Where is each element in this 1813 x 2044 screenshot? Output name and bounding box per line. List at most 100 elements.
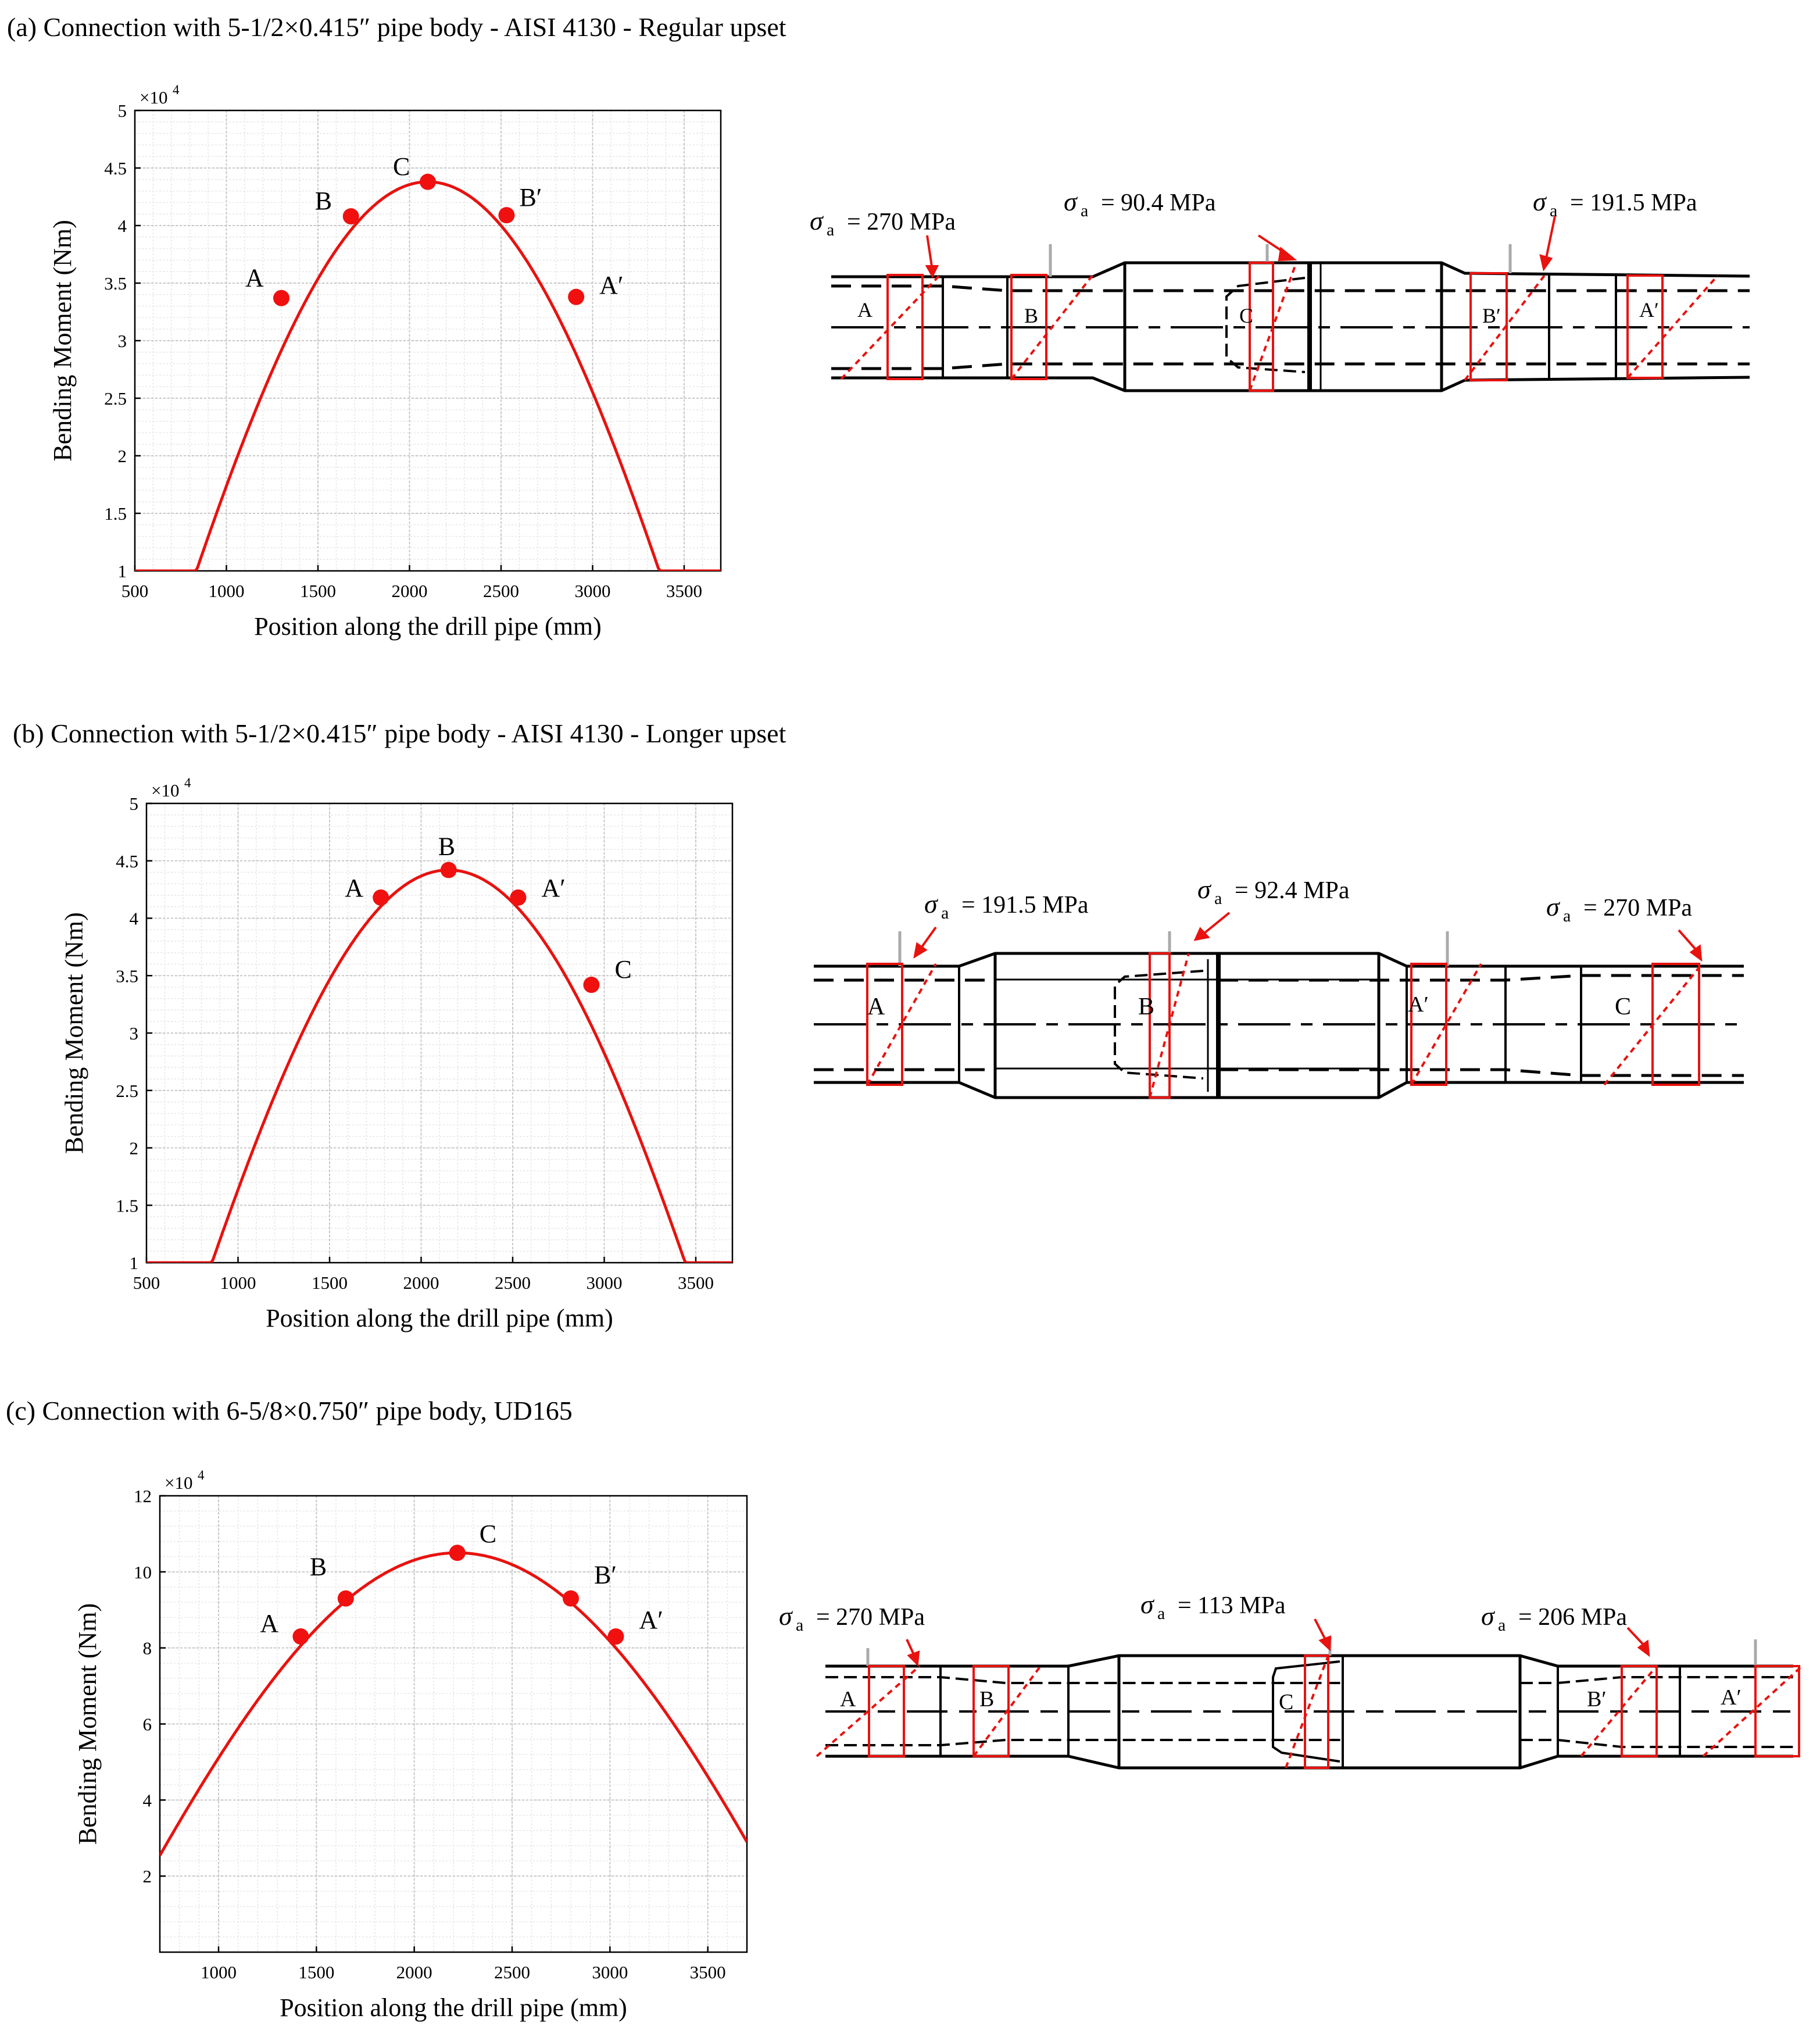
y-tick-label: 1.5 — [116, 1195, 138, 1216]
section-label-c-A: A — [840, 1687, 856, 1711]
section-label-b-C: C — [1615, 994, 1631, 1020]
sigma-sub-a-3: a — [1550, 201, 1557, 220]
y-tick-label: 4.5 — [104, 158, 127, 178]
y-tick-label: 5 — [130, 794, 139, 814]
stress-value-a-2: = 90.4 MPa — [1101, 190, 1216, 216]
marker-point — [440, 862, 457, 878]
y-tick-label: 4.5 — [116, 851, 138, 871]
x-tick-label: 1500 — [300, 581, 336, 601]
x-axis-label: Position along the drill pipe (mm) — [280, 1993, 627, 2022]
marker-label: A — [245, 264, 264, 292]
y-axis-label: Bending Moment (Nm) — [60, 912, 88, 1154]
sigma-sub-c-2: a — [1157, 1604, 1165, 1623]
y-tick-label: 1 — [118, 561, 127, 581]
sigma-a-1: σ — [810, 206, 824, 235]
marker-label: B′ — [594, 1561, 617, 1589]
sigma-sub-a-2: a — [1081, 201, 1088, 220]
stress-value-a-1: = 270 MPa — [847, 209, 956, 235]
bending-moment-curve — [146, 869, 732, 1263]
y-tick-label: 4 — [143, 1790, 152, 1810]
y-exponent-label: ×10 — [151, 780, 179, 801]
stress-value-a-3: = 191.5 MPa — [1570, 190, 1697, 216]
section-label-b-B: B — [1138, 994, 1154, 1020]
section-label-c-C: C — [1279, 1690, 1293, 1714]
diagram-c-labels: σ a = 270 MPa σ a = 113 MPa σ a = 206 MP… — [779, 1589, 1742, 1714]
caption-c: (c) Connection with 6-5/8×0.750″ pipe bo… — [6, 1396, 573, 1425]
marker-label: A — [260, 1609, 278, 1638]
x-axis-label: Position along the drill pipe (mm) — [254, 612, 602, 641]
y-axis-label: Bending Moment (Nm) — [73, 1603, 102, 1845]
x-tick-label: 1000 — [201, 1962, 237, 1982]
x-tick-label: 1000 — [220, 1273, 256, 1293]
caption-a: (a) Connection with 5-1/2×0.415″ pipe bo… — [7, 12, 786, 42]
section-label-c-B: B — [979, 1687, 994, 1711]
stress-value-c-3: = 206 MPa — [1518, 1604, 1627, 1631]
y-exponent-power: 4 — [184, 776, 191, 790]
sigma-sub-b-1: a — [941, 903, 949, 923]
marker-label: B′ — [519, 183, 542, 212]
section-label-a-A: A — [857, 298, 872, 321]
y-exponent-label: ×10 — [165, 1473, 192, 1493]
marker-label: C — [614, 955, 631, 984]
marker-label: A′ — [599, 271, 623, 299]
x-tick-label: 2000 — [392, 581, 428, 601]
y-tick-label: 2 — [130, 1138, 139, 1159]
marker-point — [583, 977, 600, 994]
y-exponent-power: 4 — [198, 1468, 205, 1482]
grid — [159, 1495, 748, 1953]
stress-value-b-3: = 270 MPa — [1583, 895, 1692, 921]
y-tick-label: 4 — [118, 216, 127, 236]
x-tick-label: 1000 — [209, 581, 245, 601]
marker-point — [568, 288, 585, 305]
section-label-a-Bp: B′ — [1482, 304, 1501, 327]
pipe-connection-diagram-c — [816, 1618, 1803, 1770]
y-tick-label: 12 — [134, 1486, 152, 1506]
x-tick-label: 3500 — [690, 1962, 726, 1982]
x-tick-label: 2000 — [403, 1273, 439, 1293]
section-label-a-B: B — [1024, 304, 1038, 327]
y-tick-label: 6 — [143, 1714, 152, 1735]
bending-moment-chart-b: 500 1000 1500 2000 2500 3000 3500 1 1.5 2 2.5 3 3.5 4… — [60, 776, 734, 1332]
y-tick-label: 2 — [143, 1866, 152, 1886]
x-tick-label: 2500 — [494, 1962, 530, 1982]
section-label-c-Bp: B′ — [1587, 1687, 1607, 1711]
stress-value-b-2: = 92.4 MPa — [1235, 877, 1350, 904]
sigma-b-3: σ — [1546, 892, 1561, 921]
x-tick-label: 1500 — [298, 1962, 334, 1982]
diagram-a-labels: σ a = 270 MPa σ a = 90.4 MPa σ a = 191.5… — [810, 187, 1697, 327]
sigma-b-1: σ — [924, 889, 939, 919]
sigma-b-2: σ — [1197, 874, 1212, 904]
x-tick-label: 3000 — [587, 1273, 623, 1293]
y-tick-label: 8 — [143, 1638, 152, 1659]
y-tick-label: 2 — [118, 446, 127, 466]
y-tick-label: 2.5 — [104, 388, 127, 409]
marker-point — [420, 173, 436, 190]
sigma-sub-b-2: a — [1214, 889, 1222, 908]
x-tick-label: 1500 — [312, 1273, 348, 1293]
x-tick-label: 2000 — [396, 1962, 432, 1982]
sigma-c-2: σ — [1140, 1589, 1155, 1619]
x-tick-label: 500 — [133, 1273, 160, 1293]
y-tick-label: 3.5 — [104, 273, 127, 294]
x-tick-label: 3000 — [575, 581, 611, 601]
y-tick-label: 3 — [118, 331, 127, 351]
sigma-c-1: σ — [779, 1601, 793, 1631]
marker-point — [498, 207, 515, 224]
bending-moment-chart-c: 1000 1500 2000 2500 3000 3500 2 4 6 8 10 12 ×10 4 Posi… — [73, 1468, 748, 2022]
sigma-c-3: σ — [1481, 1601, 1496, 1631]
marker-point — [510, 889, 527, 906]
sigma-sub-a-1: a — [827, 220, 834, 240]
y-tick-label: 4 — [130, 909, 139, 929]
grid — [146, 803, 733, 1263]
sigma-sub-b-3: a — [1563, 906, 1571, 925]
caption-b: (b) Connection with 5-1/2×0.415″ pipe bo… — [13, 719, 786, 748]
marker-label: A′ — [639, 1606, 663, 1634]
marker-point — [337, 1590, 354, 1607]
diagram-b-labels: σ a = 191.5 MPa σ a = 92.4 MPa σ a = 270… — [867, 874, 1692, 1020]
y-exponent-power: 4 — [173, 83, 180, 97]
marker-label: C — [480, 1520, 496, 1548]
marker-point — [607, 1628, 624, 1645]
y-axis-label: Bending Moment (Nm) — [48, 220, 77, 462]
x-tick-label: 3500 — [666, 581, 702, 601]
